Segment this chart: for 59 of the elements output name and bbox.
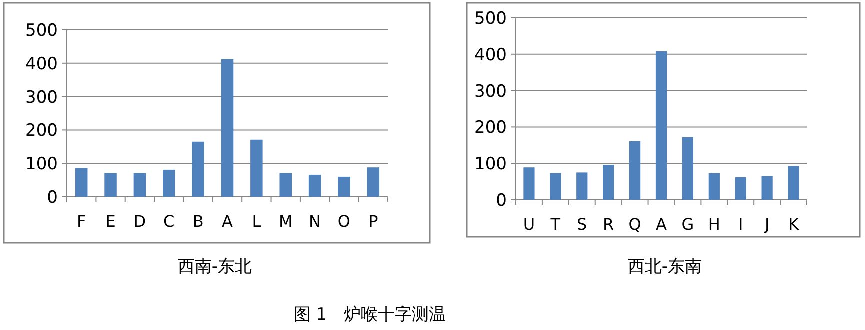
bar	[192, 142, 204, 197]
y-tick-label: 100	[26, 154, 58, 175]
bar	[134, 173, 146, 197]
bar	[656, 51, 668, 200]
y-tick-label: 400	[474, 45, 507, 66]
x-tick-label: D	[134, 212, 146, 231]
bar	[163, 170, 176, 197]
bar	[708, 173, 720, 200]
y-tick-label: 300	[474, 82, 507, 102]
x-tick-label: R	[603, 215, 614, 234]
x-tick-label: N	[309, 212, 322, 231]
bar	[629, 141, 641, 200]
bar	[550, 173, 562, 200]
y-tick-label: 300	[26, 88, 58, 108]
x-tick-label: U	[523, 215, 536, 234]
x-tick-label: J	[764, 215, 770, 234]
y-tick-label: 100	[474, 154, 507, 175]
text: 西南-东北	[178, 257, 252, 277]
bar	[788, 166, 800, 200]
x-tick-label: L	[252, 212, 262, 231]
x-tick-label: K	[788, 215, 800, 234]
bar	[367, 168, 380, 197]
bar	[762, 176, 773, 200]
bar	[576, 172, 588, 200]
x-tick-label: I	[738, 215, 744, 234]
y-tick-label: 0	[47, 188, 58, 208]
bar	[308, 174, 322, 197]
x-tick-label: E	[106, 212, 116, 231]
bar	[603, 165, 614, 200]
bar	[75, 168, 88, 197]
y-tick-label: 500	[26, 21, 58, 41]
x-tick-label: A	[222, 212, 234, 231]
y-tick-label: 200	[474, 118, 507, 138]
y-tick-label: 500	[474, 9, 507, 29]
x-tick-label: A	[656, 215, 668, 234]
x-tick-label: B	[192, 212, 204, 231]
y-tick-label: 400	[26, 54, 58, 74]
x-tick-label: M	[278, 212, 293, 231]
x-tick-label: H	[708, 215, 720, 234]
x-tick-label: C	[164, 212, 175, 231]
x-tick-label: O	[338, 212, 351, 231]
x-tick-label: F	[76, 212, 86, 231]
bar	[524, 168, 535, 200]
x-tick-label: P	[368, 212, 379, 231]
y-tick-label: 0	[496, 191, 507, 211]
x-tick-label: T	[550, 215, 561, 234]
bar	[104, 173, 117, 197]
x-tick-label: G	[682, 215, 694, 234]
x-tick-label: S	[577, 215, 588, 234]
x-tick-label: Q	[628, 215, 642, 234]
caption: 图 1 炉喉十字测温	[294, 305, 446, 325]
bar	[221, 59, 234, 197]
bar	[280, 173, 292, 197]
bar	[250, 140, 263, 197]
text: 西北-东南	[628, 257, 702, 277]
bar	[338, 176, 350, 197]
bar	[682, 137, 694, 200]
bar	[735, 177, 746, 200]
y-tick-label: 200	[26, 121, 58, 142]
